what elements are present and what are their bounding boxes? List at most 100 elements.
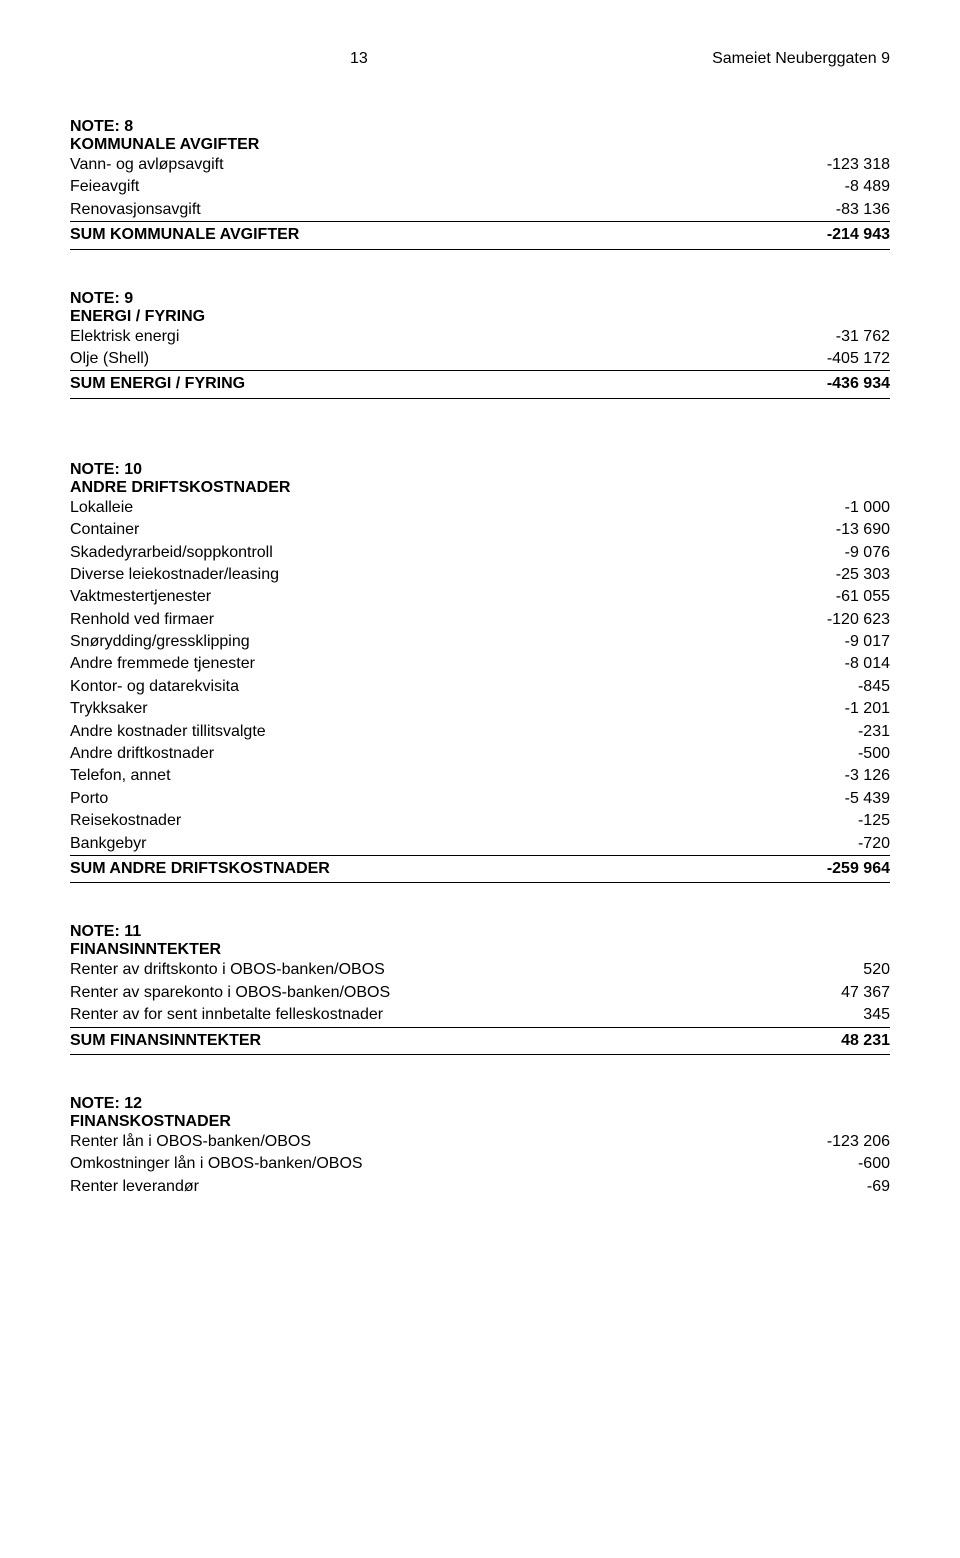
table-row: Porto -5 439 xyxy=(70,788,890,810)
table-row: Renovasjonsavgift -83 136 xyxy=(70,199,890,221)
row-label: Vaktmestertjenester xyxy=(70,586,211,608)
row-label: Renter leverandør xyxy=(70,1176,199,1198)
row-label: Skadedyrarbeid/soppkontroll xyxy=(70,542,273,564)
table-row: Bankgebyr -720 xyxy=(70,833,890,855)
row-value: -231 xyxy=(858,721,890,743)
row-label: Renter av sparekonto i OBOS-banken/OBOS xyxy=(70,982,390,1004)
table-row: Trykksaker-1 201 xyxy=(70,698,890,720)
row-value: -720 xyxy=(858,833,890,855)
note-8: NOTE: 8 KOMMUNALE AVGIFTER Vann- og avlø… xyxy=(70,118,890,250)
table-row: Andre kostnader tillitsvalgte -231 xyxy=(70,721,890,743)
row-label: Lokalleie xyxy=(70,497,133,519)
sum-value: -214 943 xyxy=(827,224,890,246)
row-label: Snørydding/gressklipping xyxy=(70,631,250,653)
note-9: NOTE: 9 ENERGI / FYRING Elektrisk energi… xyxy=(70,290,890,399)
table-row: Vaktmestertjenester -61 055 xyxy=(70,586,890,608)
row-label: Feieavgift xyxy=(70,176,139,198)
sum-row: SUM ANDRE DRIFTSKOSTNADER -259 964 xyxy=(70,855,890,883)
note-8-heading: NOTE: 8 xyxy=(70,118,890,136)
row-value: -31 762 xyxy=(836,326,890,348)
row-value: 345 xyxy=(863,1004,890,1026)
sum-row: SUM ENERGI / FYRING -436 934 xyxy=(70,370,890,398)
row-label: Bankgebyr xyxy=(70,833,147,855)
table-row: Renter av for sent innbetalte felleskost… xyxy=(70,1004,890,1026)
page-header: 13 Sameiet Neuberggaten 9 xyxy=(70,50,890,68)
sum-value: -259 964 xyxy=(827,858,890,880)
row-value: -8 014 xyxy=(845,653,890,675)
table-row: Renter av driftskonto i OBOS-banken/OBOS… xyxy=(70,959,890,981)
doc-title: Sameiet Neuberggaten 9 xyxy=(712,50,890,68)
row-value: -61 055 xyxy=(836,586,890,608)
row-label: Andre driftkostnader xyxy=(70,743,214,765)
table-row: Skadedyrarbeid/soppkontroll -9 076 xyxy=(70,542,890,564)
row-value: -845 xyxy=(858,676,890,698)
row-label: Diverse leiekostnader/leasing xyxy=(70,564,279,586)
row-value: -69 xyxy=(867,1176,890,1198)
row-label: Vann- og avløpsavgift xyxy=(70,154,224,176)
row-value: -600 xyxy=(858,1153,890,1175)
row-label: Andre fremmede tjenester xyxy=(70,653,255,675)
row-label: Container xyxy=(70,519,139,541)
row-label: Porto xyxy=(70,788,108,810)
table-row: Andre fremmede tjenester -8 014 xyxy=(70,653,890,675)
row-label: Trykksaker xyxy=(70,698,148,720)
note-8-subheading: KOMMUNALE AVGIFTER xyxy=(70,136,890,154)
row-value: -123 318 xyxy=(827,154,890,176)
row-value: -5 439 xyxy=(845,788,890,810)
row-label: Omkostninger lån i OBOS-banken/OBOS xyxy=(70,1153,363,1175)
note-10: NOTE: 10 ANDRE DRIFTSKOSTNADER Lokalleie… xyxy=(70,461,890,884)
row-value: -25 303 xyxy=(836,564,890,586)
sum-label: SUM KOMMUNALE AVGIFTER xyxy=(70,224,299,246)
row-value: -83 136 xyxy=(836,199,890,221)
note-9-subheading: ENERGI / FYRING xyxy=(70,308,890,326)
row-value: -120 623 xyxy=(827,609,890,631)
row-value: -13 690 xyxy=(836,519,890,541)
note-10-subheading: ANDRE DRIFTSKOSTNADER xyxy=(70,479,890,497)
row-label: Renhold ved firmaer xyxy=(70,609,214,631)
row-value: -3 126 xyxy=(845,765,890,787)
row-label: Telefon, annet xyxy=(70,765,171,787)
table-row: Andre driftkostnader -500 xyxy=(70,743,890,765)
note-12: NOTE: 12 FINANSKOSTNADER Renter lån i OB… xyxy=(70,1095,890,1198)
sum-value: -436 934 xyxy=(827,373,890,395)
note-12-subheading: FINANSKOSTNADER xyxy=(70,1113,890,1131)
table-row: Omkostninger lån i OBOS-banken/OBOS -600 xyxy=(70,1153,890,1175)
sum-value: 48 231 xyxy=(841,1030,890,1052)
table-row: Renter av sparekonto i OBOS-banken/OBOS4… xyxy=(70,982,890,1004)
row-label: Renter av for sent innbetalte felleskost… xyxy=(70,1004,383,1026)
row-label: Renter av driftskonto i OBOS-banken/OBOS xyxy=(70,959,385,981)
table-row: Telefon, annet -3 126 xyxy=(70,765,890,787)
row-label: Andre kostnader tillitsvalgte xyxy=(70,721,266,743)
table-row: Elektrisk energi -31 762 xyxy=(70,326,890,348)
row-label: Renovasjonsavgift xyxy=(70,199,201,221)
row-value: -8 489 xyxy=(845,176,890,198)
table-row: Olje (Shell) -405 172 xyxy=(70,348,890,370)
sum-row: SUM FINANSINNTEKTER 48 231 xyxy=(70,1027,890,1055)
table-row: Lokalleie -1 000 xyxy=(70,497,890,519)
row-label: Olje (Shell) xyxy=(70,348,149,370)
row-value: -1 000 xyxy=(845,497,890,519)
table-row: Renter leverandør -69 xyxy=(70,1176,890,1198)
row-value: -125 xyxy=(858,810,890,832)
sum-label: SUM ENERGI / FYRING xyxy=(70,373,245,395)
row-value: -500 xyxy=(858,743,890,765)
table-row: Kontor- og datarekvisita -845 xyxy=(70,676,890,698)
note-10-heading: NOTE: 10 xyxy=(70,461,890,479)
note-11-heading: NOTE: 11 xyxy=(70,923,890,941)
sum-row: SUM KOMMUNALE AVGIFTER -214 943 xyxy=(70,221,890,249)
page-number: 13 xyxy=(350,50,368,68)
note-11: NOTE: 11 FINANSINNTEKTER Renter av drift… xyxy=(70,923,890,1055)
row-value: -123 206 xyxy=(827,1131,890,1153)
table-row: Reisekostnader -125 xyxy=(70,810,890,832)
note-9-heading: NOTE: 9 xyxy=(70,290,890,308)
row-label: Kontor- og datarekvisita xyxy=(70,676,239,698)
table-row: Diverse leiekostnader/leasing -25 303 xyxy=(70,564,890,586)
table-row: Renhold ved firmaer -120 623 xyxy=(70,609,890,631)
row-value: -9 076 xyxy=(845,542,890,564)
row-value: -405 172 xyxy=(827,348,890,370)
table-row: Container -13 690 xyxy=(70,519,890,541)
row-label: Elektrisk energi xyxy=(70,326,179,348)
table-row: Feieavgift -8 489 xyxy=(70,176,890,198)
row-label: Reisekostnader xyxy=(70,810,181,832)
row-value: 520 xyxy=(863,959,890,981)
